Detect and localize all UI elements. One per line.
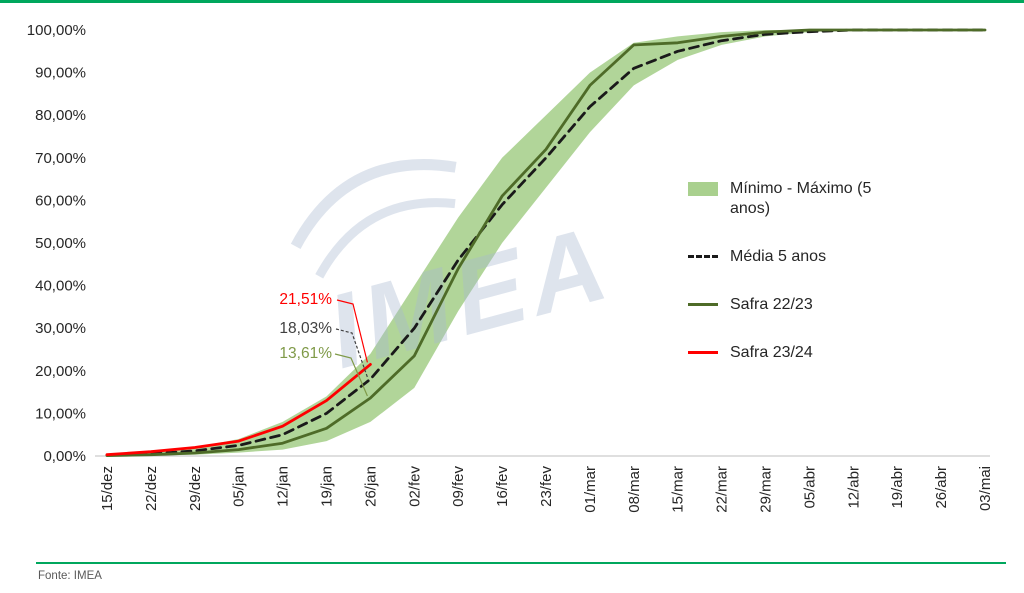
- x-axis-tick-label: 16/fev: [494, 466, 511, 507]
- footer-separator: [36, 562, 1006, 564]
- x-axis-tick-label: 23/fev: [538, 466, 555, 507]
- x-axis-tick-label: 29/dez: [187, 466, 204, 511]
- imea-watermark: IMEA: [290, 159, 623, 391]
- x-axis-tick-label: 26/abr: [933, 466, 950, 509]
- x-axis-tick-label: 22/mar: [714, 466, 731, 513]
- legend-item-media: Média 5 anos: [688, 247, 928, 267]
- x-axis-tick-label: 19/abr: [889, 466, 906, 509]
- y-axis-tick-label: 20,00%: [35, 363, 86, 380]
- legend-label-safra-22-23: Safra 22/23: [730, 296, 813, 313]
- x-axis-tick-label: 08/mar: [626, 466, 643, 513]
- chart-legend: Mínimo - Máximo (5 anos) Média 5 anos Sa…: [688, 179, 928, 363]
- annotation-leader-line: [334, 353, 368, 397]
- x-axis-tick-label: 12/abr: [845, 466, 862, 509]
- legend-swatch-dashed-line: [688, 255, 718, 258]
- y-axis-tick-label: 50,00%: [35, 235, 86, 252]
- y-axis-tick-label: 80,00%: [35, 107, 86, 124]
- x-axis-tick-label: 03/mai: [977, 466, 994, 511]
- x-axis-tick-label: 15/mar: [670, 466, 687, 513]
- legend-swatch-safra-23-24: [688, 351, 718, 354]
- x-axis-tick-label: 15/dez: [99, 466, 116, 511]
- legend-label-media: Média 5 anos: [730, 248, 827, 265]
- legend-swatch-safra-22-23: [688, 303, 718, 306]
- y-axis-tick-label: 90,00%: [35, 65, 86, 82]
- x-axis-tick-label: 26/jan: [362, 466, 379, 507]
- x-axis-tick-label: 29/mar: [758, 466, 775, 513]
- x-axis-tick-label: 19/jan: [319, 466, 336, 507]
- series-line: [105, 363, 372, 457]
- y-axis-tick-label: 40,00%: [35, 278, 86, 295]
- annotation-leader-line: [336, 299, 368, 363]
- y-axis-tick-label: 30,00%: [35, 320, 86, 337]
- band-min-max: [107, 30, 985, 456]
- y-axis-tick-label: 100,00%: [27, 22, 86, 39]
- legend-label-min-max: Mínimo - Máximo (5 anos): [730, 180, 872, 217]
- y-axis-tick-label: 60,00%: [35, 192, 86, 209]
- annotation-safra-22-23-value: 13,61%: [279, 345, 332, 362]
- harvest-progress-chart: IMEA 0,00% 10,00% 20,00% 30,00% 40,00% 50,00% 6…: [0, 3, 1024, 553]
- x-axis-tick-label: 02/fev: [406, 466, 423, 507]
- source-note: Fonte: IMEA: [38, 570, 102, 582]
- annotation-media-5-anos-value: 18,03%: [279, 320, 332, 337]
- legend-label-safra-23-24: Safra 23/24: [730, 344, 813, 361]
- chart-canvas: IMEA 0,00% 10,00% 20,00% 30,00% 40,00% 50,00% 6…: [27, 22, 994, 513]
- legend-swatch-band: [688, 182, 718, 196]
- y-axis-tick-label: 70,00%: [35, 150, 86, 167]
- x-axis-tick-label: 05/abr: [801, 466, 818, 509]
- x-axis-tick-label: 05/jan: [231, 466, 248, 507]
- y-axis-tick-label: 0,00%: [43, 448, 86, 465]
- annotation-leader-line: [335, 328, 368, 378]
- x-axis-tick-label: 22/dez: [143, 466, 160, 511]
- top-accent-line: [0, 0, 1024, 3]
- series-line: [105, 28, 987, 457]
- annotation-safra-23-24-value: 21,51%: [279, 291, 332, 308]
- legend-item-safra-23-24: Safra 23/24: [688, 343, 928, 363]
- x-axis-tick-label: 09/fev: [450, 466, 467, 507]
- y-axis-tick-label: 10,00%: [35, 405, 86, 422]
- x-axis-tick-label: 01/mar: [582, 466, 599, 513]
- legend-item-min-max: Mínimo - Máximo (5 anos): [688, 179, 928, 219]
- legend-item-safra-22-23: Safra 22/23: [688, 295, 928, 315]
- x-axis-tick-label: 12/jan: [275, 466, 292, 507]
